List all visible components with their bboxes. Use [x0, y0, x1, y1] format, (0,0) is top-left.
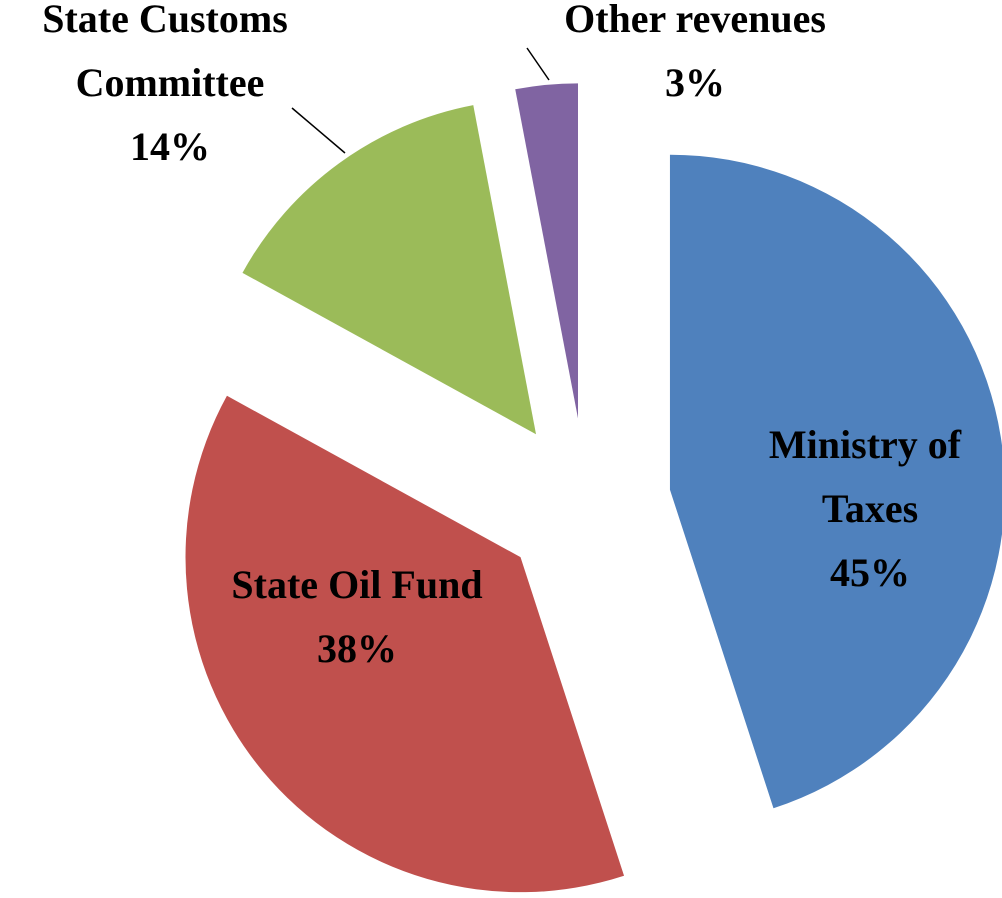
label-line: State Oil Fund	[231, 562, 482, 607]
leader-line	[526, 47, 550, 81]
value-label: 14%	[130, 124, 210, 169]
label-line: Committee	[76, 60, 265, 105]
slice-label: Other revenues	[564, 0, 826, 41]
pie-slice	[669, 154, 1002, 809]
pie-slice	[242, 105, 537, 435]
label-line: State Customs	[42, 0, 298, 41]
leader-line	[291, 107, 346, 154]
slice-label: State Oil Fund	[231, 562, 482, 607]
value-label: 3%	[665, 60, 725, 105]
value-label: 38%	[317, 626, 397, 671]
label-line: Taxes	[822, 486, 918, 531]
pie-slice	[515, 83, 579, 419]
pie-slice	[185, 395, 625, 893]
value-label: 45%	[830, 550, 910, 595]
slice-label: State Customs Committee	[42, 0, 298, 105]
label-line: Other revenues	[564, 0, 826, 41]
slice-label: Ministry of Taxes	[769, 422, 971, 531]
label-line: Ministry of	[769, 422, 971, 467]
